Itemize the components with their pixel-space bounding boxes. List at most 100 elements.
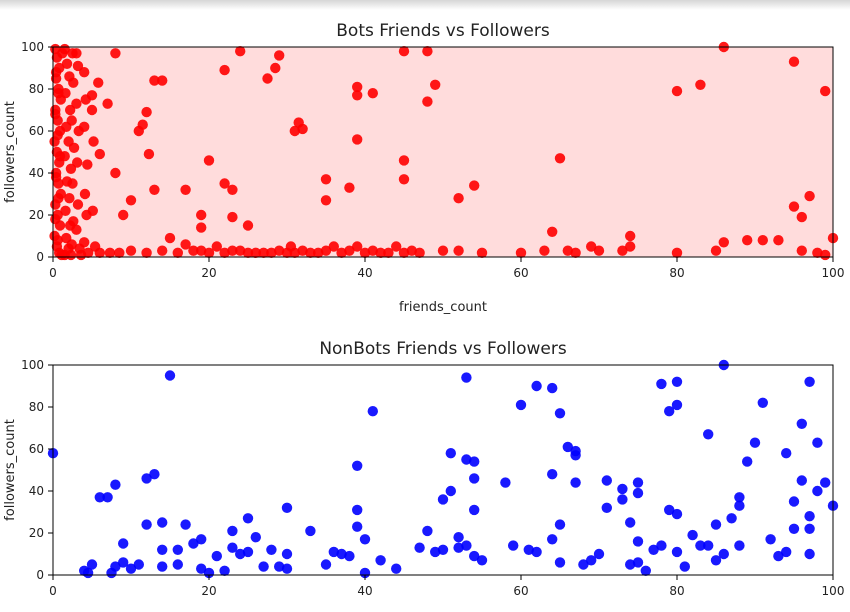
data-point	[141, 519, 152, 530]
data-point	[515, 247, 527, 258]
data-point	[344, 245, 355, 256]
data-point	[554, 519, 566, 530]
data-point	[328, 241, 339, 252]
y-axis-label: followers_count	[3, 101, 18, 203]
x-tick-label: 40	[357, 584, 372, 598]
data-point	[219, 247, 230, 258]
data-point	[68, 142, 80, 153]
data-point	[66, 239, 77, 250]
data-point	[531, 380, 542, 392]
data-point	[242, 513, 254, 524]
y-tick-label: 80	[29, 82, 44, 96]
data-point	[671, 399, 683, 411]
data-point	[562, 441, 573, 453]
data-point	[547, 226, 558, 237]
data-point	[71, 48, 82, 59]
data-point	[617, 245, 628, 256]
data-point	[274, 561, 285, 572]
data-point	[547, 534, 558, 545]
data-point	[461, 372, 472, 383]
data-point	[258, 247, 269, 258]
data-point	[804, 548, 815, 560]
data-point	[68, 77, 79, 88]
data-point	[118, 557, 129, 568]
data-point	[352, 521, 363, 532]
data-point	[313, 247, 324, 258]
data-point	[554, 153, 566, 164]
data-point	[632, 557, 644, 568]
data-point	[227, 184, 238, 195]
x-tick-label: 60	[513, 266, 528, 280]
data-point	[476, 555, 488, 566]
data-point	[60, 88, 71, 99]
data-point	[52, 130, 63, 141]
data-point	[570, 450, 581, 461]
data-point	[203, 247, 215, 258]
data-point	[742, 456, 753, 467]
data-point	[804, 523, 815, 534]
data-point	[367, 406, 378, 417]
data-point	[79, 67, 90, 78]
data-point	[757, 397, 768, 408]
data-point	[632, 487, 644, 499]
data-point	[281, 563, 293, 574]
data-point	[281, 548, 293, 560]
data-point	[788, 56, 800, 67]
data-point	[414, 247, 425, 258]
data-point	[250, 247, 261, 258]
data-point	[235, 46, 246, 57]
data-point	[632, 536, 644, 547]
data-point	[219, 565, 230, 576]
data-point	[500, 477, 511, 488]
data-point	[149, 75, 160, 86]
data-point	[375, 555, 386, 566]
data-point	[266, 247, 277, 258]
data-point	[203, 155, 215, 166]
data-point	[102, 98, 113, 109]
data-point	[469, 456, 480, 467]
plot-area	[53, 365, 833, 575]
data-point	[67, 178, 78, 189]
y-tick-label: 100	[21, 358, 44, 372]
data-point	[274, 245, 285, 256]
data-point	[781, 448, 792, 459]
data-point	[266, 544, 277, 555]
data-point	[50, 172, 62, 183]
data-point	[59, 43, 70, 55]
data-point	[398, 174, 410, 185]
data-point	[196, 534, 207, 545]
data-point	[757, 235, 768, 246]
data-point	[79, 188, 91, 200]
data-point	[336, 247, 347, 258]
y-tick-label: 0	[36, 250, 44, 264]
data-point	[437, 544, 449, 555]
data-point	[586, 241, 597, 252]
data-point	[422, 96, 433, 107]
data-point	[137, 119, 148, 130]
x-tick-label: 0	[49, 266, 57, 280]
data-point	[297, 123, 308, 135]
data-point	[539, 245, 550, 256]
data-point	[664, 406, 675, 417]
data-point	[180, 184, 191, 195]
data-point	[320, 195, 332, 206]
data-point	[625, 517, 636, 528]
data-point	[773, 550, 784, 562]
data-point	[143, 148, 155, 160]
data-point	[125, 245, 137, 256]
data-point	[656, 540, 667, 551]
data-point	[671, 508, 683, 520]
data-point	[141, 473, 152, 484]
data-point	[695, 79, 706, 91]
data-point	[593, 548, 605, 560]
x-tick-label: 80	[669, 266, 684, 280]
data-point	[211, 550, 222, 562]
data-point	[469, 473, 480, 484]
bots-scatter-chart: Bots Friends vs Followers followers_coun…	[3, 21, 844, 315]
data-point	[118, 538, 129, 549]
data-point	[60, 205, 71, 216]
x-tick-label: 100	[822, 584, 845, 598]
data-point	[445, 485, 456, 497]
data-point	[422, 525, 433, 537]
